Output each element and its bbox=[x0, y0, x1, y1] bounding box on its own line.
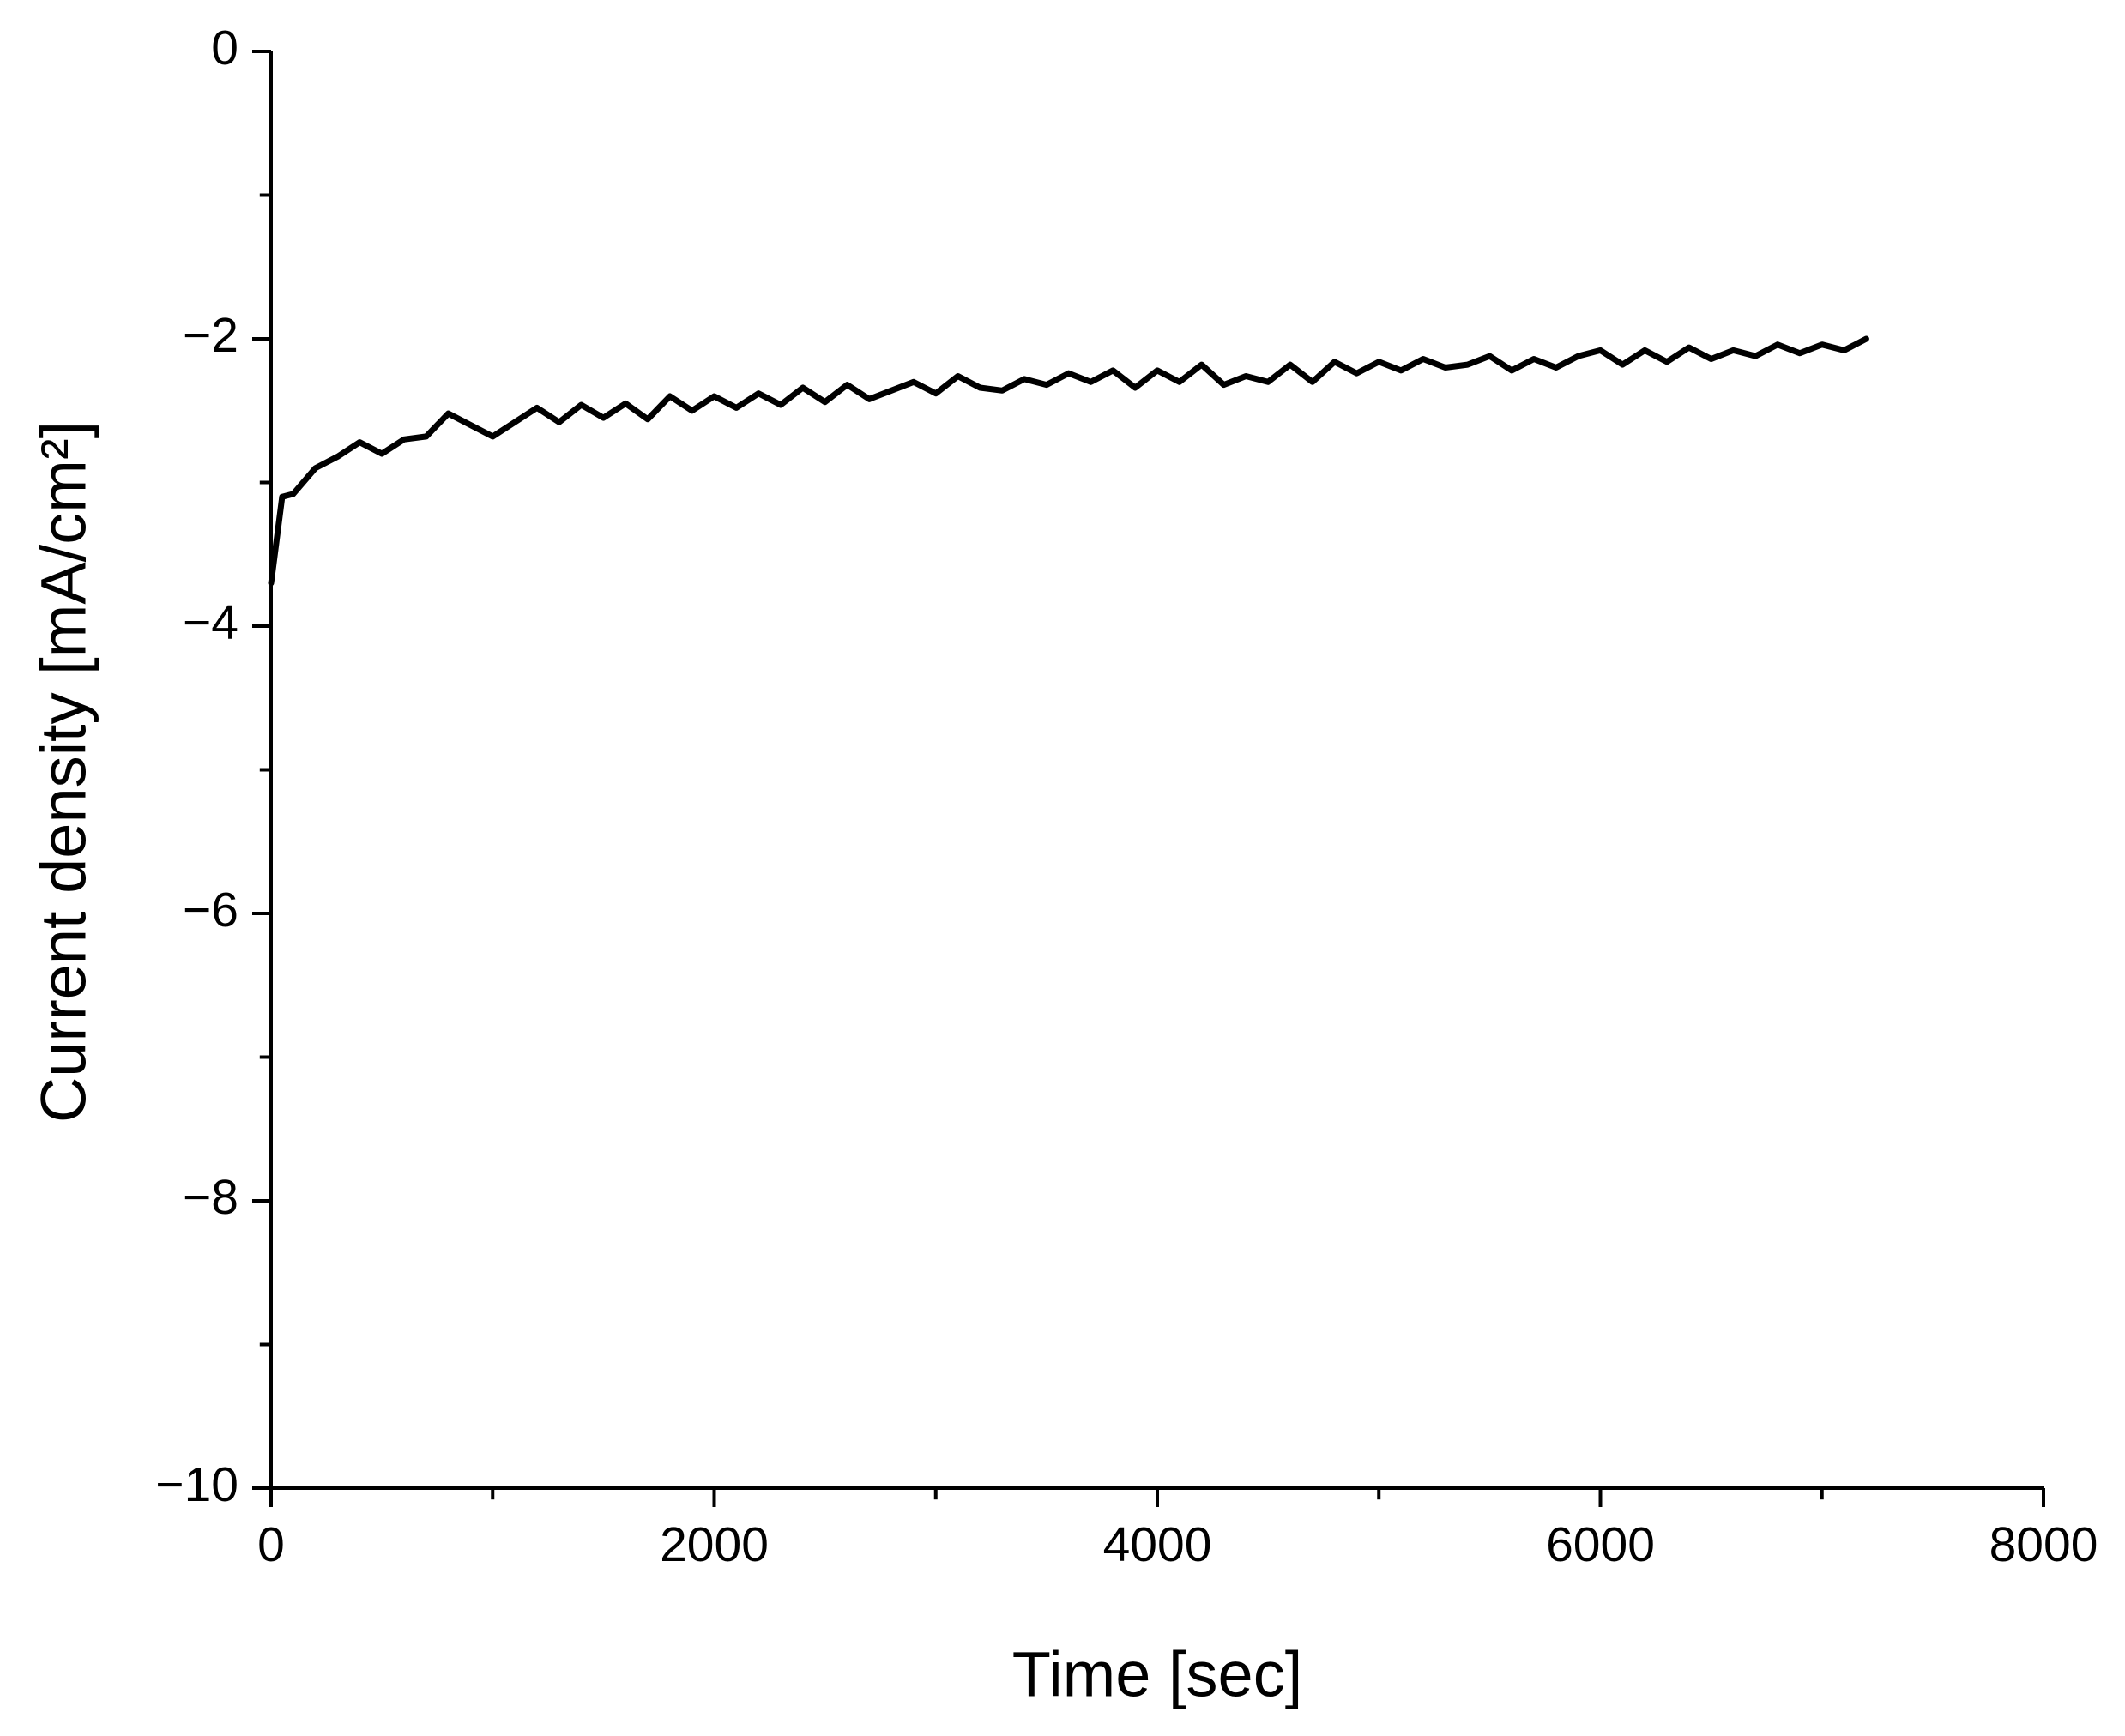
y-axis-title: Current density [mA/cm²] bbox=[28, 421, 100, 1123]
x-tick-label: 4000 bbox=[1103, 1517, 1212, 1572]
y-tick-label: −10 bbox=[155, 1457, 238, 1512]
y-tick-label: 0 bbox=[211, 21, 238, 75]
y-tick-label: −8 bbox=[183, 1170, 238, 1225]
x-tick-label: 0 bbox=[257, 1517, 285, 1572]
x-tick-label: 2000 bbox=[660, 1517, 769, 1572]
y-tick-label: −2 bbox=[183, 308, 238, 363]
x-tick-label: 6000 bbox=[1546, 1517, 1655, 1572]
x-axis-title: Time [sec] bbox=[1012, 1639, 1303, 1710]
y-tick-label: −4 bbox=[183, 595, 238, 650]
y-tick-label: −6 bbox=[183, 883, 238, 937]
x-tick-label: 8000 bbox=[1989, 1517, 2098, 1572]
data-line bbox=[268, 335, 1869, 587]
